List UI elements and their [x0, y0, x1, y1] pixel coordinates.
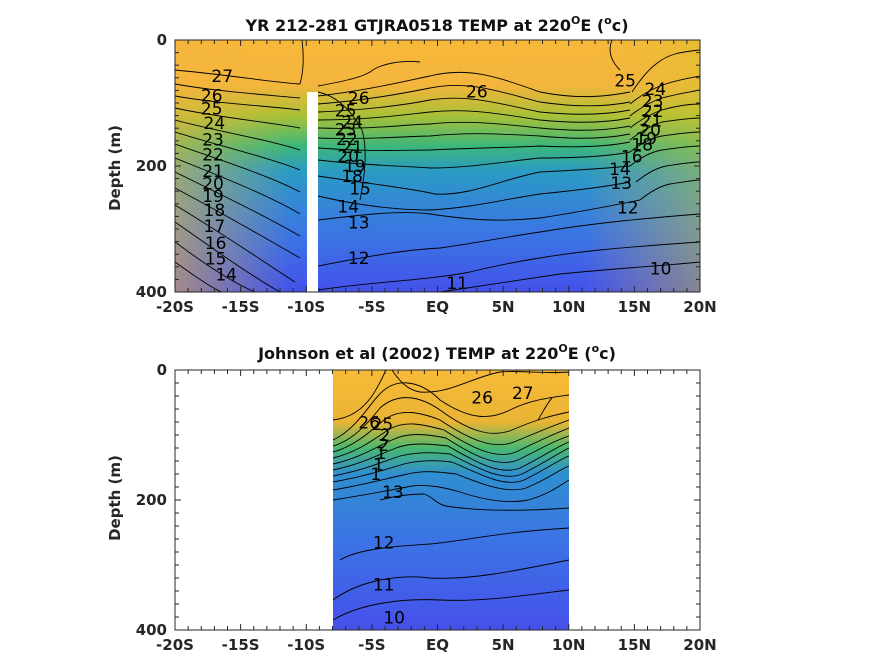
top-contour-label: 18 [631, 136, 653, 156]
top-contour-label: 23 [642, 92, 664, 112]
top-contour-label: 25 [614, 71, 636, 91]
bottom-x-tick-label: 15N [618, 636, 651, 654]
bottom-contour-label: 2 [378, 436, 389, 456]
top-contour-label: 23 [202, 131, 224, 151]
top-panel: YR 212-281 GTJRA0518 TEMP at 220OE (oc) [106, 14, 717, 316]
bottom-contour-label: 10 [383, 609, 405, 629]
top-contour-label: 26 [466, 83, 488, 103]
top-title: YR 212-281 GTJRA0518 TEMP at 220OE (oc) [244, 14, 628, 35]
bottom-axes: -20S -15S -10S -5S EQ 5N 10N 15N 20N 0 200 400 [136, 361, 717, 654]
top-contour-label: 26 [201, 86, 223, 106]
bottom-x-tick-label: EQ [426, 636, 449, 654]
bottom-x-tick-label: 20N [683, 636, 716, 654]
bottom-y-tick-label: 200 [136, 491, 167, 509]
bottom-contour-label: 13 [382, 483, 404, 503]
bottom-contour-label: 1 [376, 444, 387, 464]
bottom-x-tick-label: -10S [287, 636, 325, 654]
bottom-contour-label: 12 [373, 533, 395, 553]
bottom-temperature-field [333, 370, 569, 630]
top-contour-label: 22 [202, 146, 224, 166]
bottom-contour-label: 11 [373, 576, 395, 596]
top-y-tick-label: 200 [136, 157, 167, 175]
top-contour-label: 14 [337, 197, 359, 217]
top-contour-label: 13 [610, 174, 632, 194]
top-x-tick-label: -15S [222, 298, 260, 316]
top-contour-label: 20 [337, 147, 359, 167]
bottom-y-tick-label: 400 [136, 621, 167, 639]
top-contour-label: 27 [211, 67, 233, 87]
top-contour-label: 18 [204, 201, 226, 221]
top-contour-label: 10 [650, 260, 672, 280]
top-contour-label: 21 [341, 138, 363, 158]
bottom-contour-lines [333, 370, 569, 621]
bottom-contour-label: 26 [358, 414, 380, 434]
bottom-contour-label: 1 [373, 455, 384, 475]
top-contour-label: 16 [205, 234, 227, 254]
top-contour-label: 15 [205, 250, 227, 270]
top-x-tick-label: -10S [287, 298, 325, 316]
top-axes: -20S -15S -10S -5S EQ 5N 10N 15N 20N 0 200 400 [136, 31, 717, 316]
top-x-tick-label: EQ [426, 298, 449, 316]
top-contour-label: 21 [641, 112, 663, 132]
bottom-y-axis-label: Depth (m) [106, 455, 124, 541]
top-contour-label: 24 [645, 80, 667, 100]
top-contour-lines [175, 40, 700, 292]
bottom-title: Johnson et al (2002) TEMP at 220OE (oc) [257, 342, 616, 363]
top-contour-label: 11 [446, 274, 468, 294]
top-contour-label: 17 [204, 217, 226, 237]
top-x-tick-label: -20S [156, 298, 194, 316]
top-y-tick-label: 0 [157, 31, 167, 49]
top-contour-label: 20 [639, 121, 661, 141]
top-contour-label: 24 [341, 113, 363, 133]
top-contour-label: 19 [344, 157, 366, 177]
top-contour-label: 13 [348, 214, 370, 234]
bottom-x-tick-label: 10N [552, 636, 585, 654]
top-contour-label: 21 [202, 162, 224, 182]
top-contour-label: 20 [202, 175, 224, 195]
top-missing-data-column [307, 92, 318, 292]
top-contour-label: 22 [642, 102, 664, 122]
bottom-contour-label: 26 [471, 388, 493, 408]
top-contour-label: 12 [348, 249, 370, 269]
bottom-x-tick-label: -15S [222, 636, 260, 654]
top-contour-label: 26 [348, 89, 370, 109]
top-contour-label: 25 [201, 100, 223, 120]
bottom-contour-label: 1 [370, 465, 381, 485]
top-contour-label: 24 [204, 114, 226, 134]
top-x-tick-label: -5S [358, 298, 385, 316]
top-contour-label: 25 [335, 102, 357, 122]
top-contour-label: 14 [609, 160, 631, 180]
top-contour-label: 19 [635, 129, 657, 149]
bottom-x-tick-label: -5S [358, 636, 385, 654]
top-x-tick-label: 10N [552, 298, 585, 316]
top-plot-area: 2726252423222120191817161514262524232221… [175, 40, 700, 294]
top-x-tick-label: 20N [683, 298, 716, 316]
bottom-y-tick-label: 0 [157, 361, 167, 379]
top-contour-label: 16 [621, 148, 643, 168]
bottom-contour-label: 27 [512, 384, 534, 404]
top-contour-label: 19 [202, 187, 224, 207]
top-x-tick-label: 15N [618, 298, 651, 316]
bottom-panel: Johnson et al (2002) TEMP at 220OE (oc) [106, 342, 717, 654]
top-y-tick-label: 400 [136, 283, 167, 301]
top-contour-labels: 2726252423222120191817161514262524232221… [201, 67, 672, 294]
top-x-tick-label: 5N [492, 298, 515, 316]
top-contour-label: 15 [349, 180, 371, 200]
bottom-x-tick-label: 5N [492, 636, 515, 654]
top-field-shading [175, 40, 700, 292]
bottom-x-tick-label: -20S [156, 636, 194, 654]
top-contour-label: 23 [335, 120, 357, 140]
bottom-contour-label: 2 [380, 426, 391, 446]
top-contour-label: 14 [215, 265, 237, 285]
top-y-axis-label: Depth (m) [106, 125, 124, 211]
top-contour-label: 22 [336, 130, 358, 150]
top-contour-label: 18 [341, 167, 363, 187]
bottom-contour-label: 25 [372, 415, 394, 435]
top-contour-label: 12 [617, 199, 639, 219]
